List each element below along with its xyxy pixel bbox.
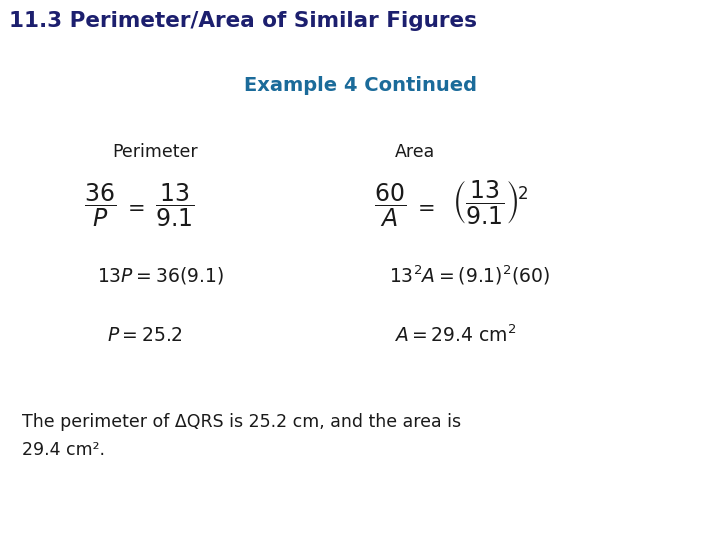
Text: $=$: $=$ bbox=[123, 197, 145, 217]
Text: $A = 29.4\ \mathrm{cm}^2$: $A = 29.4\ \mathrm{cm}^2$ bbox=[394, 325, 516, 346]
Text: 11.3 Perimeter/Area of Similar Figures: 11.3 Perimeter/Area of Similar Figures bbox=[9, 11, 477, 31]
Text: $=$: $=$ bbox=[413, 197, 435, 217]
Text: $\dfrac{36}{P}$: $\dfrac{36}{P}$ bbox=[84, 181, 116, 229]
Text: 29.4 cm².: 29.4 cm². bbox=[22, 441, 105, 459]
Text: $\dfrac{60}{A}$: $\dfrac{60}{A}$ bbox=[374, 181, 406, 229]
Text: $\left(\dfrac{13}{9.1}\right)^{\!2}$: $\left(\dfrac{13}{9.1}\right)^{\!2}$ bbox=[452, 178, 528, 226]
Text: $\dfrac{13}{9.1}$: $\dfrac{13}{9.1}$ bbox=[156, 181, 195, 229]
Text: $13^2A = (9.1)^2(60)$: $13^2A = (9.1)^2(60)$ bbox=[390, 264, 551, 287]
Text: Area: Area bbox=[395, 143, 435, 161]
Text: $P = 25.2$: $P = 25.2$ bbox=[107, 326, 183, 345]
Text: The perimeter of ΔQRS is 25.2 cm, and the area is: The perimeter of ΔQRS is 25.2 cm, and th… bbox=[22, 413, 461, 431]
Text: Perimeter: Perimeter bbox=[112, 143, 198, 161]
Text: Example 4 Continued: Example 4 Continued bbox=[243, 76, 477, 94]
Text: $13P = 36(9.1)$: $13P = 36(9.1)$ bbox=[96, 265, 223, 286]
